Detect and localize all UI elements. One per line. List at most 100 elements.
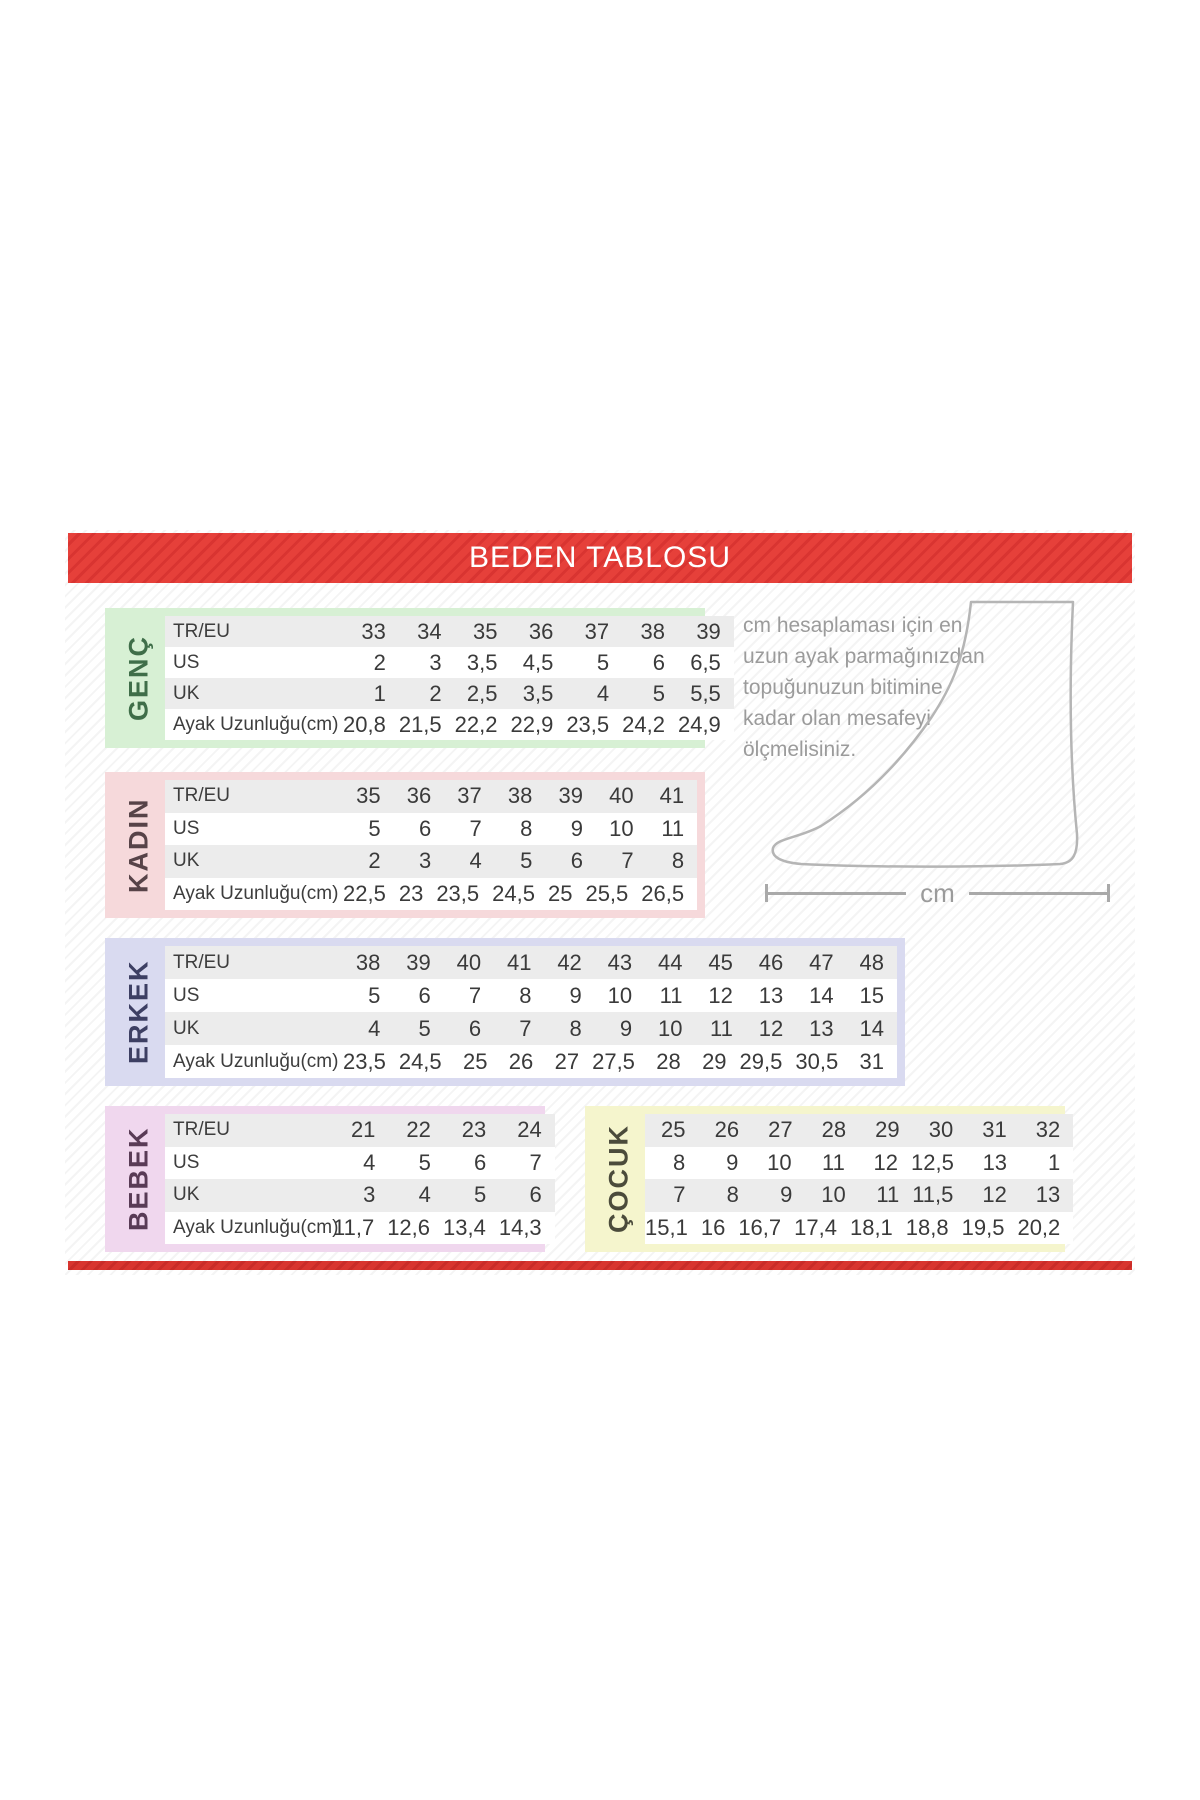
row-label: Ayak Uzunluğu(cm)	[173, 1216, 339, 1238]
size-cell: 39	[406, 949, 431, 975]
size-cell: 9	[570, 815, 583, 841]
table-category-label: GENÇ	[123, 635, 154, 722]
size-cell: 6,5	[690, 649, 721, 675]
row-label: TR/EU	[173, 1119, 230, 1141]
size-cell: 8	[671, 848, 685, 874]
size-cell: 12	[758, 1015, 784, 1041]
size-cell: 6	[474, 1149, 487, 1175]
row-label: US	[173, 1151, 200, 1173]
title-bar: BEDEN TABLOSU	[68, 533, 1132, 583]
table-row: UK 1 2 2,5 3,5 4 5 5,5	[165, 678, 734, 709]
table-row: Ayak Uzunluğu(cm) 20,8 21,5 22,2 22,9 23,5 24,…	[165, 709, 734, 740]
table-category-label: KADIN	[123, 797, 154, 893]
size-cell: 40	[456, 949, 482, 975]
size-cell: 8	[569, 1015, 582, 1041]
row-label: US	[173, 984, 200, 1006]
note-line: topuğunuzun bitimine	[743, 676, 943, 699]
size-cell: 11	[821, 1149, 845, 1175]
row-label: UK	[173, 682, 200, 704]
size-cell: 25	[547, 880, 573, 906]
size-cell: 13	[1035, 1182, 1061, 1208]
note-line: ölçmelisiniz.	[743, 738, 857, 761]
size-cell: 44	[658, 949, 683, 975]
size-cell: 2	[373, 649, 386, 675]
size-cell: 8	[520, 815, 533, 841]
table-category-label: ÇOCUK	[603, 1124, 634, 1234]
table-row: 15,1 16 16,7 17,4 18,1 18,8 19,5 20,2	[645, 1212, 1073, 1245]
size-cell: 1	[373, 680, 386, 706]
size-cell: 6	[529, 1182, 542, 1208]
size-cell: 6	[418, 982, 431, 1008]
size-cell: 11	[710, 1015, 733, 1041]
size-cell: 28	[656, 1048, 681, 1074]
size-cell: 6	[468, 1015, 482, 1041]
size-cell: 6	[418, 815, 432, 841]
size-cell: 38	[355, 949, 381, 975]
size-cell: 25,5	[585, 880, 629, 906]
size-cell: 7	[621, 848, 634, 874]
size-cell: 1	[1048, 1149, 1061, 1175]
size-cell: 16,7	[738, 1214, 782, 1240]
row-label: UK	[173, 1017, 200, 1039]
size-cell: 12	[873, 1149, 899, 1175]
size-cell: 25	[462, 1048, 488, 1074]
table-row: 7 8 9 10 11 11,5 12 13	[645, 1179, 1074, 1212]
size-cell: 10	[821, 1182, 846, 1208]
table-row: US 5 6 7 8 9 10 11	[165, 813, 697, 846]
size-cell: 13	[809, 1015, 834, 1041]
size-table-bebek: BEBEK TR/EU 21 22 23 24 US 4 5 6 7 UK 3 4 5 6 Ayak Uzun…	[105, 1106, 555, 1252]
size-cell: 13	[758, 982, 784, 1008]
table-row: Ayak Uzunluğu(cm) 23,5 24,5 25 26 27 27,5 28 29 2…	[165, 1045, 897, 1078]
size-cell: 18,8	[905, 1214, 949, 1240]
size-cell: 24,2	[622, 711, 665, 737]
size-cell: 31	[859, 1048, 885, 1074]
row-label: US	[173, 817, 200, 839]
size-cell: 3	[429, 649, 442, 675]
size-cell: 26,5	[641, 880, 685, 906]
size-cell: 12,5	[911, 1149, 954, 1175]
cm-unit-label: cm	[920, 878, 955, 908]
size-cell: 4	[363, 1149, 376, 1175]
size-cell: 47	[809, 949, 834, 975]
measure-rule-left	[768, 891, 907, 895]
size-cell: 25	[661, 1117, 686, 1143]
size-cell: 8	[672, 1149, 686, 1175]
size-cell: 26	[714, 1117, 740, 1143]
size-cell: 9	[619, 1015, 633, 1041]
size-table-cocuk: ÇOCUK 25 26 27 28 29 30 31 32 8 9 10 11 12 12,5 13 1 7 8 9…	[585, 1106, 1074, 1252]
table-row: UK 4 5 6 7 8 9 10 11 12 13 14	[165, 1012, 897, 1045]
size-cell: 17,4	[794, 1214, 837, 1240]
size-cell: 14	[809, 982, 834, 1008]
size-cell: 22,5	[343, 880, 386, 906]
size-cell: 10	[609, 815, 634, 841]
table-row: TR/EU 35 36 37 38 39 40 41	[165, 780, 698, 813]
size-cell: 10	[658, 1015, 683, 1041]
size-cell: 5	[418, 1149, 431, 1175]
row-label: TR/EU	[173, 620, 230, 642]
row-label: Ayak Uzunluğu(cm)	[173, 882, 339, 904]
size-cell: 7	[519, 1015, 532, 1041]
size-cell: 32	[1035, 1117, 1061, 1143]
size-cell: 5,5	[690, 680, 721, 706]
size-cell: 24,9	[677, 711, 721, 737]
table-grid: TR/EU 38 39 40 41 42 43 44 45 46 47 48 US 5 6 7 8 9 10 11 12…	[165, 946, 897, 1078]
size-cell: 24	[517, 1117, 542, 1143]
size-cell: 43	[607, 949, 633, 975]
note-line: cm hesaplaması için en	[743, 614, 963, 637]
size-cell: 8	[519, 982, 532, 1008]
size-cell: 39	[696, 618, 721, 644]
size-cell: 5	[596, 649, 610, 675]
size-cell: 5	[474, 1182, 487, 1208]
size-cell: 29,5	[739, 1048, 783, 1074]
measure-rule-right	[968, 891, 1108, 895]
table-row: 8 9 10 11 12 12,5 13 1	[645, 1147, 1073, 1180]
measure-right-tick	[1107, 884, 1111, 902]
note-line: kadar olan mesafeyi	[743, 707, 931, 730]
size-cell: 13,4	[443, 1214, 486, 1240]
size-cell: 24,5	[398, 1048, 442, 1074]
size-cell: 11,7	[333, 1214, 375, 1240]
size-cell: 10	[607, 982, 633, 1008]
size-cell: 30,5	[795, 1048, 839, 1074]
size-cell: 4,5	[522, 649, 554, 675]
size-cell: 48	[859, 949, 884, 975]
